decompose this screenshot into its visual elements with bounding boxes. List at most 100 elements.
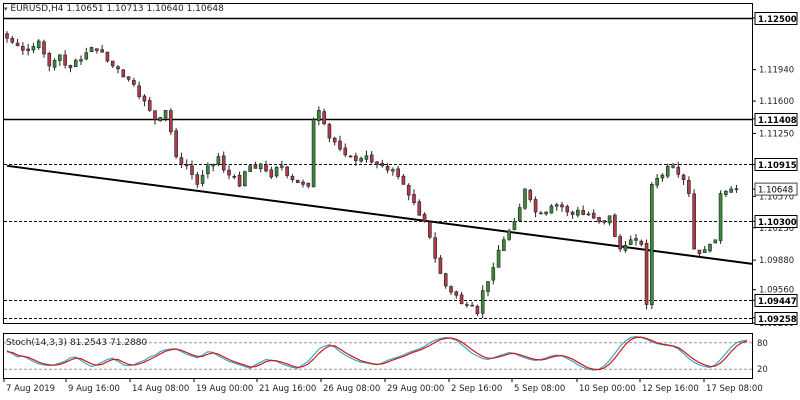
stoch-panel-frame	[3, 333, 753, 379]
candle-body	[354, 155, 358, 161]
candle-body	[317, 110, 321, 121]
candle-body	[570, 211, 575, 215]
candle-body	[5, 33, 9, 39]
candle-body	[581, 210, 585, 215]
candle-body	[274, 166, 279, 177]
candle-body	[586, 213, 591, 216]
candle-body	[713, 239, 718, 244]
candle-body	[42, 41, 46, 55]
candle-body	[163, 110, 168, 119]
level-label: 1.11408	[758, 116, 797, 126]
stoch-name: Stoch(14,3,3)	[6, 338, 68, 348]
candle-body	[692, 193, 696, 250]
candle-body	[21, 46, 25, 51]
candle-body	[301, 181, 305, 185]
candle-body	[200, 174, 205, 184]
candle-body	[95, 48, 99, 51]
candle-body	[502, 239, 506, 251]
time-tick-label: 17 Sep 08:00	[706, 384, 763, 394]
candle-body	[216, 156, 221, 165]
stoch-level-label: 20	[757, 365, 768, 375]
candle-body	[52, 60, 57, 68]
candle-body	[724, 190, 728, 195]
candle-body	[243, 171, 247, 186]
candle-body	[406, 184, 411, 196]
title-arrow-icon: ▾	[4, 5, 8, 13]
current-price-label: 1.10648	[758, 186, 793, 196]
candle-body	[607, 215, 612, 224]
candle-body	[68, 65, 73, 69]
level-label-box	[754, 294, 798, 307]
candle-body	[644, 242, 649, 305]
level-label: 1.12500	[758, 15, 797, 25]
candle-body	[47, 53, 52, 67]
time-tick-label: 26 Aug 08:00	[323, 384, 380, 394]
candle-body	[338, 140, 342, 150]
stochastic-oscillator: 80 20	[4, 335, 768, 375]
candle-body	[634, 238, 638, 241]
candle-body	[729, 188, 733, 193]
candle-body	[591, 212, 596, 219]
candle-body	[650, 184, 654, 306]
candle-body	[676, 166, 681, 175]
candle-body	[396, 168, 400, 177]
candle-body	[179, 157, 184, 165]
candle-body	[137, 85, 141, 97]
candle-body	[618, 236, 622, 250]
candle-body	[702, 249, 707, 253]
candle-body	[359, 158, 363, 162]
candle-body	[576, 209, 580, 216]
time-tick-label: 19 Aug 00:00	[196, 384, 253, 394]
level-label-box	[754, 312, 798, 325]
candle-body	[401, 175, 406, 185]
candle-body	[660, 174, 665, 179]
candle-body	[58, 54, 62, 61]
candle-body	[486, 281, 490, 292]
time-tick-label: 9 Aug 16:00	[68, 384, 120, 394]
stoch-main-value: 81.2543	[69, 338, 108, 348]
candle-body	[269, 169, 274, 178]
candle-body	[232, 176, 237, 178]
candle-body	[105, 51, 110, 62]
candle-body	[26, 48, 30, 52]
candle-body	[10, 38, 15, 43]
candle-body	[253, 164, 258, 169]
stoch-level-label: 80	[757, 339, 768, 349]
candle-body	[380, 162, 385, 167]
candle-body	[454, 291, 459, 296]
candle-body	[211, 163, 215, 167]
candle-body	[491, 267, 496, 281]
candle-body	[718, 193, 723, 241]
candle-body	[116, 66, 120, 70]
candles	[5, 31, 739, 319]
candle-body	[110, 60, 115, 67]
candle-body	[385, 165, 390, 171]
candle-body	[623, 244, 628, 251]
candle-body	[248, 165, 252, 172]
candle-body	[15, 42, 20, 46]
candle-body	[184, 164, 189, 167]
candle-body	[327, 123, 332, 139]
current-price-box	[754, 182, 798, 196]
candle-body	[126, 76, 131, 80]
candle-body	[671, 165, 675, 168]
candle-body	[153, 110, 157, 120]
level-label-box	[754, 158, 798, 171]
candle-body	[507, 230, 511, 240]
candle-body	[565, 206, 570, 213]
candle-body	[322, 111, 326, 125]
candle-body	[311, 119, 316, 188]
candle-body	[422, 213, 427, 222]
candle-body	[100, 49, 104, 53]
candle-body	[708, 244, 712, 252]
candle-body	[539, 212, 543, 215]
candle-body	[375, 161, 379, 165]
chart-title: ▾ EURUSD,H4 1.10651 1.10713 1.10640 1.10…	[4, 4, 224, 14]
level-label: 1.09258	[758, 315, 797, 325]
candle-body	[517, 207, 522, 222]
candle-body	[443, 273, 448, 287]
candle-body	[169, 110, 173, 133]
time-tick-label: 14 Aug 08:00	[132, 384, 189, 394]
candle-body	[79, 59, 83, 62]
